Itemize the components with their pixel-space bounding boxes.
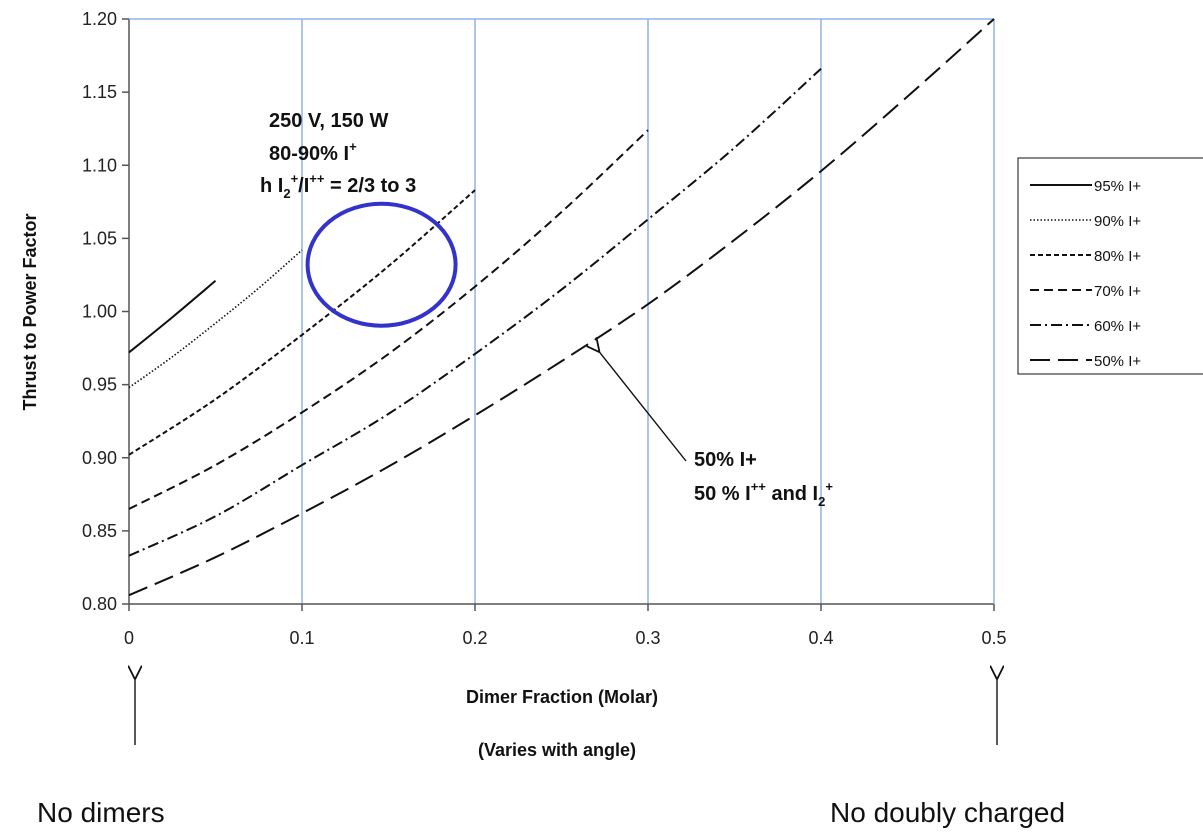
y-tick-label-4: 1.00 bbox=[82, 302, 117, 322]
no-dimers-note: No dimers bbox=[37, 797, 165, 828]
series-line-2 bbox=[128, 189, 476, 456]
y-axis-label: Thrust to Power Factor bbox=[20, 213, 40, 410]
legend-box bbox=[1017, 157, 1203, 375]
legend-label-1: 90% I+ bbox=[1094, 213, 1141, 230]
series-line-1 bbox=[128, 249, 303, 389]
legend-label-3: 70% I+ bbox=[1094, 283, 1141, 300]
legend-label-2: 80% I+ bbox=[1094, 248, 1141, 265]
operating-conditions-annotation: 250 V, 150 W 80-90% I+ h I2+/I++ = 2/3 t… bbox=[260, 110, 416, 201]
x-tick-labels: 0 0.1 0.2 0.3 0.4 0.5 bbox=[124, 604, 1007, 648]
x-tick-label-3: 0.3 bbox=[635, 628, 660, 648]
no-doubly-charged-note: No doubly charged bbox=[830, 797, 1065, 828]
fifty-percent-arrow bbox=[599, 351, 687, 462]
annotation-line-2: 80-90% I+ bbox=[269, 139, 357, 165]
fifty-percent-line-2: 50 % I++ and I2+ bbox=[694, 479, 833, 509]
operating-region-ellipse bbox=[305, 201, 458, 328]
series-line-0 bbox=[128, 280, 217, 354]
x-tick-label-4: 0.4 bbox=[808, 628, 833, 648]
series-line-4 bbox=[128, 67, 822, 557]
y-tick-label-5: 1.05 bbox=[82, 228, 117, 248]
x-tick-label-2: 0.2 bbox=[462, 628, 487, 648]
y-tick-label-1: 0.85 bbox=[82, 521, 117, 541]
legend: 95% I+ 90% I+ 80% I+ 70% I+ 60% I+ 50% I+ bbox=[1017, 157, 1203, 375]
series-line-3 bbox=[128, 129, 649, 510]
fifty-percent-annotation: 50% I+ 50 % I++ and I2+ bbox=[694, 449, 833, 509]
series-lines bbox=[128, 18, 995, 597]
legend-label-4: 60% I+ bbox=[1094, 318, 1141, 335]
y-tick-labels: 0.80 0.85 0.90 0.95 1.00 1.05 1.10 1.15 1.20 bbox=[82, 9, 129, 614]
x-tick-label-1: 0.1 bbox=[289, 628, 314, 648]
gridlines bbox=[301, 19, 822, 604]
legend-label-0: 95% I+ bbox=[1094, 178, 1141, 195]
plot-frame bbox=[128, 18, 995, 605]
series-line-5 bbox=[128, 18, 995, 597]
y-tick-label-8: 1.20 bbox=[82, 9, 117, 29]
y-tick-label-3: 0.95 bbox=[82, 375, 117, 395]
y-tick-label-6: 1.10 bbox=[82, 155, 117, 175]
y-tick-label-2: 0.90 bbox=[82, 448, 117, 468]
annotation-line-1: 250 V, 150 W bbox=[269, 110, 388, 132]
y-tick-label-0: 0.80 bbox=[82, 594, 117, 614]
x-axis-note: (Varies with angle) bbox=[478, 740, 636, 760]
x-tick-label-5: 0.5 bbox=[981, 628, 1006, 648]
y-tick-label-7: 1.15 bbox=[82, 82, 117, 102]
legend-label-5: 50% I+ bbox=[1094, 353, 1141, 370]
x-axis-label: Dimer Fraction (Molar) bbox=[466, 687, 658, 707]
fifty-percent-line-1: 50% I+ bbox=[694, 449, 757, 471]
x-tick-label-0: 0 bbox=[124, 628, 134, 648]
annotation-line-3: h I2+/I++ = 2/3 to 3 bbox=[260, 171, 416, 201]
